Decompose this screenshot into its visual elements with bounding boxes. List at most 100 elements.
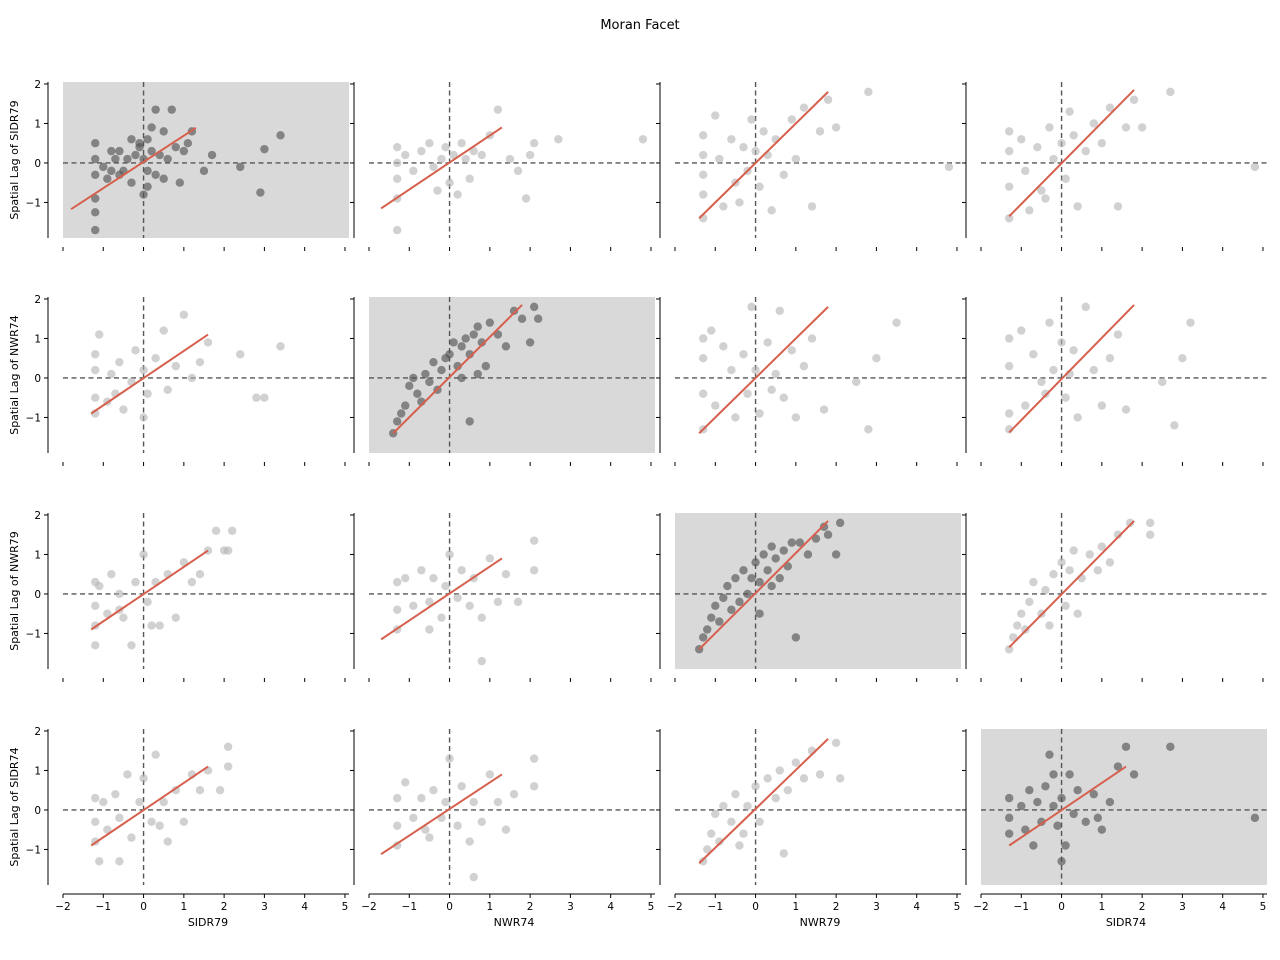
scatter-point xyxy=(529,302,539,312)
scatter-point xyxy=(207,150,217,160)
scatter-point xyxy=(139,774,148,783)
scatter-point xyxy=(783,786,792,795)
scatter-point xyxy=(525,150,535,160)
x-tick-label: 2 xyxy=(833,901,840,913)
scatter-point xyxy=(437,365,446,375)
scatter-point xyxy=(1004,645,1014,654)
x-tick-label: −2 xyxy=(667,901,682,913)
scatter-point xyxy=(1073,202,1082,211)
scatter-point xyxy=(437,154,446,164)
scatter-point xyxy=(199,166,209,176)
scatter-point xyxy=(767,581,776,591)
scatter-point xyxy=(1069,546,1078,555)
scatter-point xyxy=(1029,350,1038,359)
y-axis-label: Spatial Lag of SIDR79 xyxy=(8,100,21,219)
scatter-point xyxy=(819,522,829,532)
x-tick-label: 4 xyxy=(607,901,614,913)
scatter-point xyxy=(91,793,100,803)
scatter-point xyxy=(751,558,760,567)
panel-sidr74-vs-nwr79: −2 −1 0 1 2 3 4 5 NWR79 xyxy=(656,729,961,929)
scatter-point xyxy=(401,401,410,410)
scatter-point xyxy=(223,742,233,751)
scatter-point xyxy=(771,369,780,379)
scatter-point xyxy=(1049,154,1058,164)
scatter-point xyxy=(767,206,776,215)
x-tick-label: −2 xyxy=(55,901,70,913)
scatter-point xyxy=(1166,87,1175,97)
scatter-point xyxy=(1065,770,1074,779)
scatter-point xyxy=(1021,166,1030,176)
scatter-point xyxy=(1145,530,1155,539)
x-tick-label: 4 xyxy=(301,901,308,913)
scatter-point xyxy=(425,139,434,148)
scatter-point xyxy=(187,373,197,383)
scatter-point xyxy=(392,417,402,426)
scatter-point xyxy=(1061,841,1070,850)
scatter-point xyxy=(91,194,100,203)
scatter-point xyxy=(815,770,825,779)
scatter-point xyxy=(437,613,446,622)
scatter-point xyxy=(95,857,104,866)
scatter-point xyxy=(779,849,788,858)
scatter-point xyxy=(1025,597,1034,607)
scatter-point xyxy=(392,174,402,183)
scatter-point xyxy=(1029,577,1038,587)
scatter-point xyxy=(1017,801,1026,811)
scatter-point xyxy=(127,135,136,144)
scatter-point xyxy=(1105,558,1115,567)
scatter-point xyxy=(405,381,414,391)
scatter-point xyxy=(727,135,736,144)
scatter-point xyxy=(143,166,152,176)
scatter-point xyxy=(147,146,156,156)
scatter-point xyxy=(1061,174,1070,183)
scatter-point xyxy=(276,131,285,140)
scatter-point xyxy=(509,789,519,799)
scatter-point xyxy=(743,389,752,398)
scatter-point xyxy=(135,797,144,807)
x-tick-label: −1 xyxy=(708,901,723,913)
scatter-point xyxy=(1017,326,1026,335)
regression-line xyxy=(1008,765,1127,847)
x-tick-label: −1 xyxy=(1014,901,1029,913)
scatter-point xyxy=(107,146,116,156)
scatter-point xyxy=(735,597,744,607)
panel-nwr79-vs-nwr74 xyxy=(350,513,655,682)
scatter-point xyxy=(477,150,486,160)
scatter-point xyxy=(457,782,466,791)
y-tick-label: −1 xyxy=(26,628,41,640)
scatter-point xyxy=(1097,401,1107,410)
scatter-point xyxy=(1166,742,1175,751)
y-tick-label: 2 xyxy=(34,510,41,522)
scatter-point xyxy=(501,342,511,351)
scatter-point xyxy=(131,346,140,355)
scatter-point xyxy=(807,202,817,211)
scatter-point xyxy=(703,845,712,854)
scatter-point xyxy=(465,601,474,611)
y-tick-label: −1 xyxy=(26,844,41,856)
regression-line xyxy=(698,306,829,434)
y-tick-label: 1 xyxy=(34,118,41,130)
scatter-point xyxy=(1121,123,1131,132)
scatter-point xyxy=(743,589,752,599)
scatter-point xyxy=(1105,797,1115,807)
scatter-point xyxy=(1041,782,1050,791)
scatter-point xyxy=(493,105,503,114)
scatter-point xyxy=(135,139,144,148)
scatter-point xyxy=(1073,609,1082,618)
panel-nwr79-vs-sidr79: −1 0 1 2 Spatial Lag of NWR79 xyxy=(8,510,349,682)
scatter-point xyxy=(163,385,172,395)
x-tick-label: 2 xyxy=(527,901,534,913)
scatter-point xyxy=(739,350,748,359)
scatter-point xyxy=(864,87,873,97)
scatter-point xyxy=(525,338,535,347)
scatter-point xyxy=(529,139,539,148)
scatter-point xyxy=(99,797,108,807)
y-tick-label: 0 xyxy=(34,158,41,170)
scatter-point xyxy=(115,813,124,823)
scatter-point xyxy=(767,385,776,395)
scatter-point xyxy=(171,786,180,795)
panel-sidr79-vs-sidr79: −1 0 1 2 Spatial Lag of SIDR79 xyxy=(8,79,349,251)
scatter-point xyxy=(787,346,797,355)
scatter-point xyxy=(91,350,100,359)
x-tick-label: 3 xyxy=(261,901,268,913)
